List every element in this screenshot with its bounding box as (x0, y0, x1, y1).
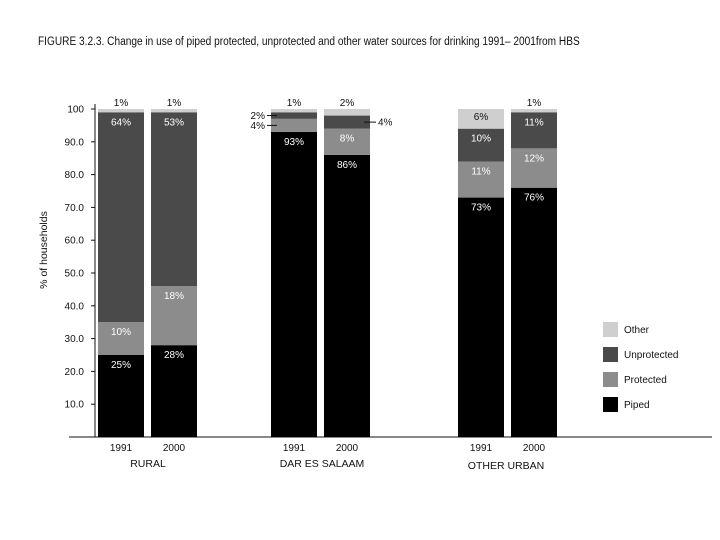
data-label: 73% (471, 203, 491, 214)
bar-segment-piped (271, 131, 317, 437)
group-label: DAR ES SALAAM (280, 458, 365, 470)
data-label: 64% (111, 117, 131, 128)
category-label: 2000 (163, 443, 186, 454)
data-label: 2% (251, 111, 266, 122)
data-label: 53% (164, 117, 184, 128)
data-label: 8% (340, 134, 355, 145)
data-label: 4% (251, 121, 266, 132)
y-tick-label: 90.0 (65, 137, 85, 148)
y-tick-label: 80.0 (65, 170, 85, 181)
category-label: 1991 (283, 443, 306, 454)
legend-label-other: Other (624, 325, 650, 336)
y-tick-label: 40.0 (65, 301, 85, 312)
data-label: 2% (340, 98, 355, 109)
y-tick-label: 20.0 (65, 367, 85, 378)
data-label: 86% (337, 160, 357, 171)
category-label: 2000 (336, 443, 359, 454)
legend-label-piped: Piped (624, 400, 650, 411)
bar-segment-protected (271, 118, 317, 132)
bar-segment-protected (458, 161, 504, 198)
data-label: 1% (287, 98, 302, 109)
data-label: 1% (527, 98, 542, 109)
bar-segment-unprotected (324, 115, 370, 129)
legend: Other Unprotected Protected Piped (603, 322, 678, 412)
bar-segment-protected (324, 128, 370, 155)
data-label: 93% (284, 137, 304, 148)
bar-segment-other (511, 109, 557, 113)
data-label: 6% (474, 112, 489, 123)
group-label: RURAL (130, 458, 166, 470)
bar-segment-other (271, 109, 317, 113)
bar-segment-protected (151, 286, 197, 346)
data-label: 1% (114, 98, 129, 109)
bar-segment-other (151, 109, 197, 113)
legend-swatch-unprotected (603, 347, 618, 362)
data-label: 76% (524, 193, 544, 204)
data-label: 4% (378, 118, 393, 129)
legend-swatch-other (603, 322, 618, 337)
y-tick-label: 70.0 (65, 203, 85, 214)
category-label: 1991 (110, 443, 133, 454)
data-label: 12% (524, 153, 544, 164)
group-label: OTHER URBAN (468, 460, 544, 472)
bar-segment-unprotected (511, 112, 557, 149)
y-tick-label: 10.0 (65, 400, 85, 411)
y-tick-label: 60.0 (65, 236, 85, 247)
chart-title: FIGURE 3.2.3. Change in use of piped pro… (38, 36, 580, 48)
legend-swatch-protected (603, 372, 618, 387)
data-label: 11% (471, 166, 490, 177)
bar-segment-unprotected (98, 112, 144, 323)
y-tick-label: 30.0 (65, 334, 85, 345)
category-label: 2000 (523, 443, 546, 454)
data-label: 1% (167, 98, 182, 109)
bar-segment-piped (324, 154, 370, 438)
bar-segment-other (324, 109, 370, 116)
data-label: 10% (111, 327, 131, 338)
legend-label-unprotected: Unprotected (624, 350, 678, 361)
data-label: 10% (471, 134, 491, 145)
data-label: 11% (524, 117, 543, 128)
data-label: 28% (164, 350, 184, 361)
category-label: 1991 (470, 443, 493, 454)
bar-segment-piped (98, 355, 144, 437)
data-label: 18% (164, 291, 184, 302)
bar-segment-other (98, 109, 144, 113)
bar-segment-piped (151, 345, 197, 437)
bar-segment-piped (458, 197, 504, 437)
y-axis-label: % of households (38, 211, 50, 289)
bar-segment-other (458, 109, 504, 129)
bar-segment-unprotected (151, 112, 197, 287)
data-label: 25% (111, 360, 131, 371)
y-tick-label: 100 (67, 105, 84, 116)
bar-segment-protected (98, 322, 144, 355)
legend-label-protected: Protected (624, 375, 667, 386)
bar-segment-unprotected (271, 112, 317, 119)
bar-segment-protected (511, 148, 557, 188)
y-tick-label: 50.0 (65, 269, 85, 280)
bar-segment-unprotected (458, 128, 504, 162)
bar-segment-piped (511, 187, 557, 437)
bars: 25%10%64%1%28%18%53%1%93%4%2%1%86%8%4%2%… (98, 98, 557, 438)
axes: 100 90.0 80.0 70.0 60.0 50.0 40.0 30.0 20.0 10.0%… (38, 104, 712, 472)
legend-swatch-piped (603, 397, 618, 412)
